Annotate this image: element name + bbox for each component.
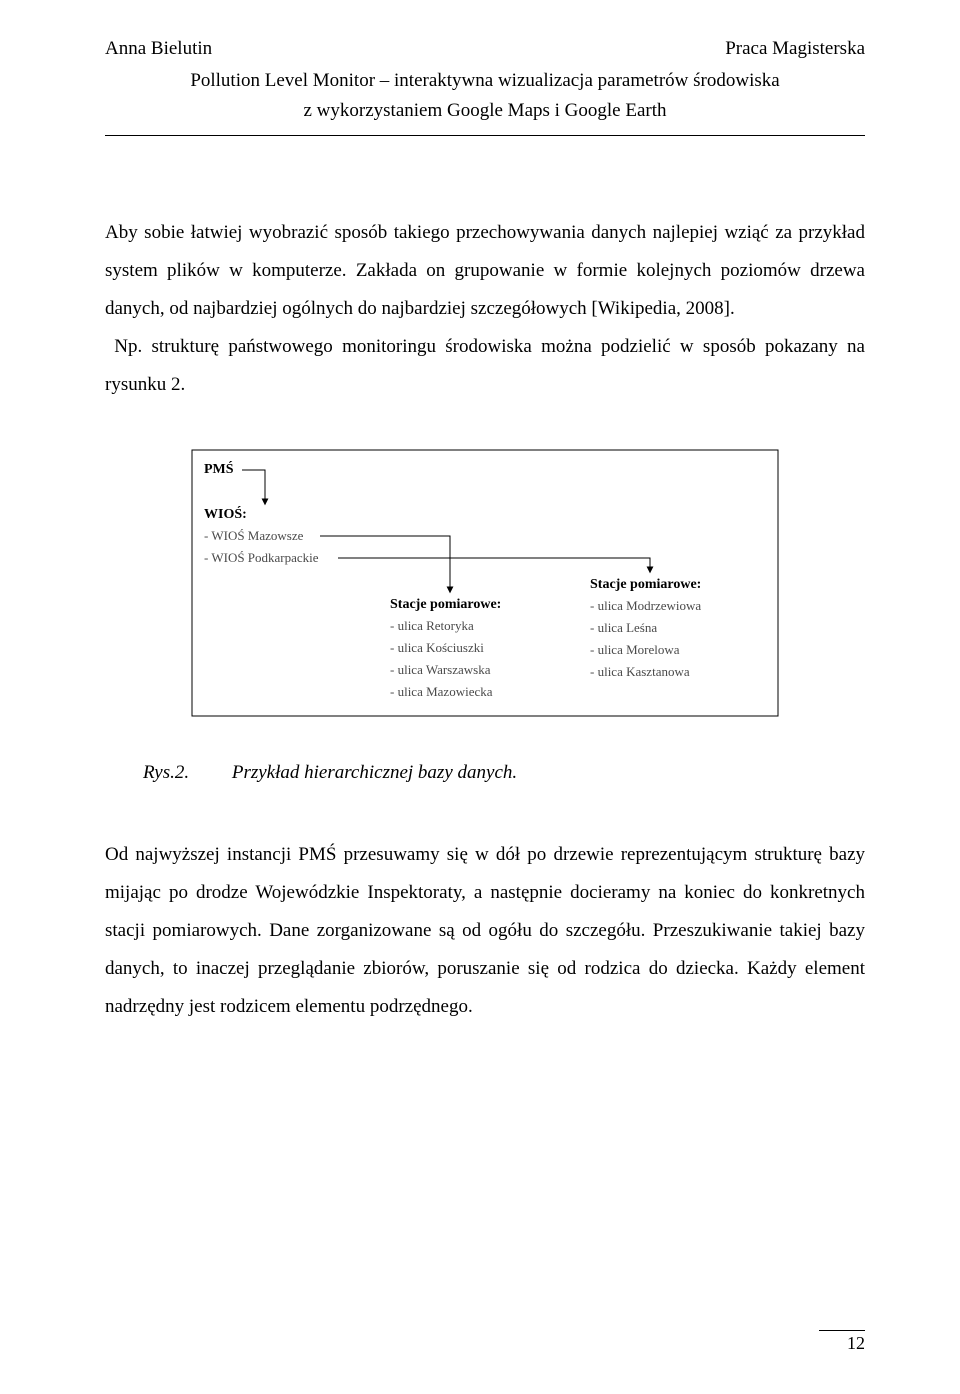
paragraph-3: Od najwyższej instancji PMŚ przesuwamy s… xyxy=(105,836,865,1026)
svg-text:- ulica Warszawska: - ulica Warszawska xyxy=(390,662,491,677)
page-number-rule xyxy=(819,1330,865,1331)
title-line-1: Pollution Level Monitor – interaktywna w… xyxy=(105,66,865,96)
paragraph-2: Np. strukturę państwowego monitoringu śr… xyxy=(105,328,865,404)
page-number-block: 12 xyxy=(819,1330,865,1354)
svg-text:- WIOŚ Podkarpackie: - WIOŚ Podkarpackie xyxy=(204,550,319,565)
title-line-2: z wykorzystaniem Google Maps i Google Ea… xyxy=(105,96,865,126)
svg-text:PMŚ: PMŚ xyxy=(204,460,234,477)
svg-text:Stacje pomiarowe:: Stacje pomiarowe: xyxy=(590,577,701,592)
svg-text:- ulica Kościuszki: - ulica Kościuszki xyxy=(390,640,484,655)
svg-text:Stacje pomiarowe:: Stacje pomiarowe: xyxy=(390,597,501,612)
svg-text:- ulica Modrzewiowa: - ulica Modrzewiowa xyxy=(590,598,701,613)
paragraph-1: Aby sobie łatwiej wyobrazić sposób takie… xyxy=(105,214,865,328)
svg-text:- WIOŚ Mazowsze: - WIOŚ Mazowsze xyxy=(204,528,304,543)
caption-text: Przykład hierarchicznej bazy danych. xyxy=(194,762,517,783)
svg-text:- ulica Morelowa: - ulica Morelowa xyxy=(590,642,680,657)
page-number: 12 xyxy=(847,1333,865,1353)
figure-caption: Rys.2. Przykład hierarchicznej bazy dany… xyxy=(105,762,865,784)
svg-text:- ulica Kasztanowa: - ulica Kasztanowa xyxy=(590,664,690,679)
svg-text:- ulica Leśna: - ulica Leśna xyxy=(590,620,657,635)
hierarchy-diagram: PMŚ WIOŚ: - WIOŚ Mazowsze - WIOŚ Podkarpack… xyxy=(190,448,780,718)
doc-type: Praca Magisterska xyxy=(725,38,865,60)
svg-text:WIOŚ:: WIOŚ: xyxy=(204,505,247,522)
svg-text:- ulica Mazowiecka: - ulica Mazowiecka xyxy=(390,684,493,699)
author-name: Anna Bielutin xyxy=(105,38,212,60)
header-rule xyxy=(105,135,865,136)
svg-text:- ulica Retoryka: - ulica Retoryka xyxy=(390,618,474,633)
caption-label: Rys.2. xyxy=(105,762,189,783)
